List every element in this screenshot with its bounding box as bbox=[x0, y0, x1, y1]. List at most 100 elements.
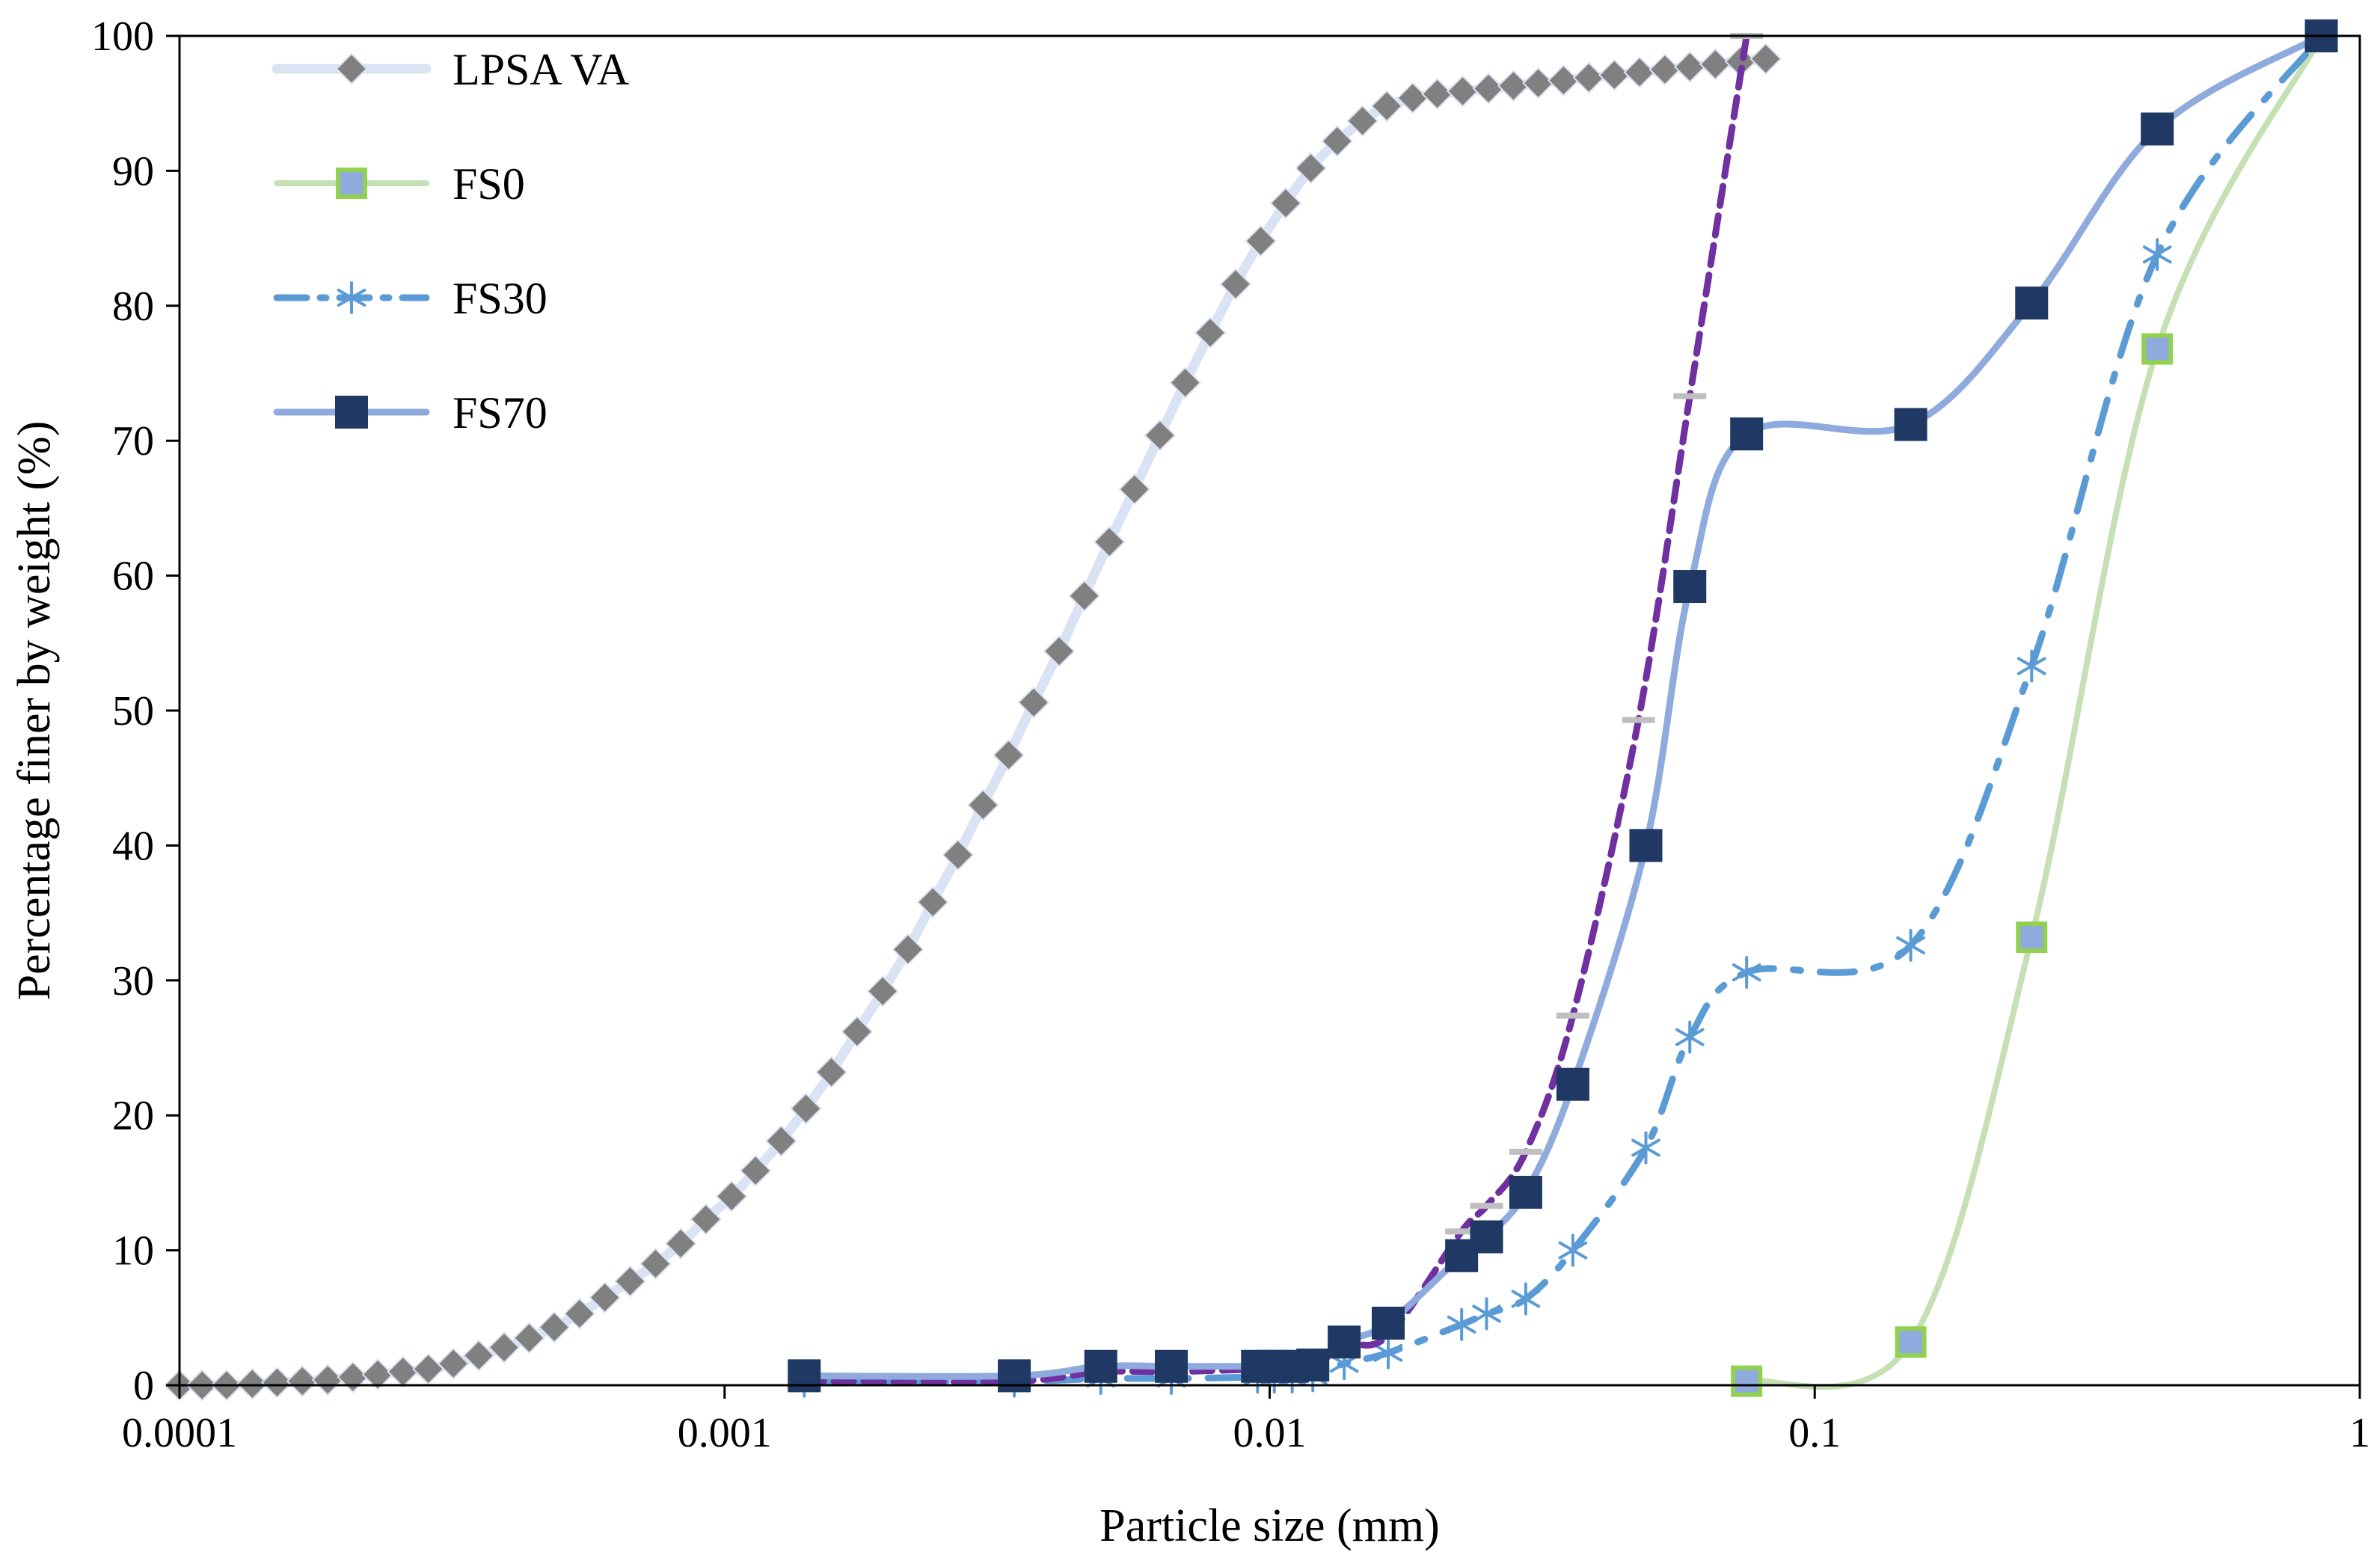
data-point bbox=[1749, 43, 1782, 76]
data-point bbox=[335, 52, 368, 85]
data-point bbox=[1547, 64, 1580, 96]
data-point bbox=[1421, 78, 1454, 110]
data-point bbox=[1731, 1365, 1763, 1397]
series-fs70 bbox=[788, 19, 2338, 1393]
legend-label: FS30 bbox=[453, 274, 548, 323]
data-point bbox=[841, 1015, 874, 1048]
data-point bbox=[1472, 72, 1505, 105]
series-lpsa-va bbox=[163, 43, 1782, 1402]
data-point bbox=[1631, 1131, 1660, 1165]
data-point bbox=[1732, 955, 1761, 989]
y-tick-label: 60 bbox=[112, 553, 154, 600]
data-point bbox=[1169, 367, 1202, 399]
data-point bbox=[1371, 1307, 1405, 1340]
y-tick-label: 10 bbox=[112, 1228, 154, 1275]
data-point bbox=[1144, 419, 1177, 452]
data-point bbox=[1445, 1239, 1479, 1272]
data-point bbox=[1093, 526, 1126, 558]
series-line-unlabeled bbox=[800, 32, 1750, 1386]
x-axis-title: Particle size (mm) bbox=[1099, 1500, 1440, 1551]
series-line-fs0 bbox=[1743, 33, 2325, 1390]
data-point bbox=[336, 168, 367, 199]
y-tick-label: 50 bbox=[112, 688, 154, 735]
data-point bbox=[563, 1297, 596, 1330]
x-tick-label: 0.01 bbox=[1233, 1410, 1307, 1456]
data-point bbox=[462, 1339, 495, 1372]
data-point bbox=[1675, 1020, 1705, 1054]
data-point bbox=[916, 886, 949, 919]
data-point bbox=[614, 1265, 646, 1298]
data-point bbox=[1219, 268, 1252, 301]
data-point bbox=[2015, 286, 2049, 320]
data-point bbox=[2141, 333, 2174, 365]
data-point bbox=[2142, 238, 2172, 272]
data-point bbox=[1470, 1220, 1503, 1254]
data-point bbox=[1084, 1349, 1117, 1383]
data-point bbox=[1894, 408, 1927, 441]
data-point bbox=[1598, 58, 1631, 91]
data-point bbox=[1556, 1067, 1589, 1101]
data-point bbox=[1194, 316, 1227, 349]
legend: LPSA VA FS0 FS30 FS70 bbox=[272, 45, 629, 438]
data-point bbox=[790, 1092, 822, 1125]
data-point bbox=[337, 281, 366, 314]
axis-ticks: 0 10 20 30 40 50 60 70 80 90 100 0.0001 0.001 0.01 0.1… bbox=[91, 13, 2370, 1456]
data-point bbox=[1629, 829, 1663, 862]
data-point bbox=[1068, 580, 1101, 613]
data-point bbox=[337, 1361, 369, 1393]
data-point bbox=[664, 1227, 697, 1260]
series-unlabeled bbox=[788, 32, 1764, 1386]
y-tick-label: 30 bbox=[112, 958, 154, 1005]
data-point bbox=[1373, 1336, 1403, 1370]
data-point bbox=[1699, 48, 1732, 81]
y-tick-label: 70 bbox=[112, 418, 154, 464]
data-point bbox=[1296, 1348, 1330, 1381]
data-point bbox=[1497, 70, 1530, 102]
data-point bbox=[1472, 1297, 1501, 1331]
x-tick-label: 0.0001 bbox=[122, 1410, 237, 1456]
data-point bbox=[998, 1359, 1031, 1393]
data-point bbox=[387, 1355, 420, 1388]
legend-item-lpsa-va: LPSA VA bbox=[272, 45, 629, 94]
data-point bbox=[966, 788, 999, 821]
x-tick-label: 1 bbox=[2349, 1410, 2370, 1456]
data-point bbox=[1154, 1349, 1188, 1383]
data-point bbox=[815, 1056, 847, 1088]
data-point bbox=[715, 1180, 748, 1212]
data-point bbox=[866, 975, 899, 1008]
data-point bbox=[690, 1203, 723, 1236]
data-point bbox=[2141, 112, 2174, 146]
data-point bbox=[1730, 417, 1764, 451]
legend-item-fs70: FS70 bbox=[273, 388, 548, 438]
data-point bbox=[589, 1281, 622, 1314]
data-point bbox=[1269, 187, 1302, 220]
data-point bbox=[538, 1311, 571, 1343]
y-tick-label: 80 bbox=[112, 283, 154, 330]
y-tick-label: 40 bbox=[112, 823, 154, 869]
legend-label: FS0 bbox=[453, 159, 525, 209]
data-point bbox=[1370, 90, 1403, 123]
legend-item-fs0: FS0 bbox=[274, 159, 525, 209]
data-point bbox=[1673, 51, 1706, 83]
data-point bbox=[764, 1125, 797, 1157]
x-tick-label: 0.1 bbox=[1788, 1410, 1841, 1456]
data-point bbox=[1522, 67, 1555, 99]
data-point bbox=[1648, 53, 1681, 86]
data-point bbox=[1673, 570, 1707, 604]
y-tick-label: 20 bbox=[112, 1093, 154, 1139]
data-point bbox=[236, 1367, 269, 1400]
data-point bbox=[1245, 224, 1277, 257]
legend-label: FS70 bbox=[453, 388, 548, 438]
y-tick-label: 90 bbox=[112, 148, 154, 194]
data-point bbox=[1346, 105, 1378, 138]
data-point bbox=[942, 838, 975, 871]
data-point bbox=[1043, 635, 1076, 668]
data-point bbox=[1572, 61, 1605, 94]
y-axis-title: Percentage finer by weight (%) bbox=[9, 421, 60, 1001]
series-layer bbox=[163, 19, 2338, 1402]
data-point bbox=[335, 396, 368, 429]
data-point bbox=[1558, 1233, 1588, 1267]
data-point bbox=[1896, 928, 1925, 962]
data-point bbox=[1118, 473, 1151, 506]
